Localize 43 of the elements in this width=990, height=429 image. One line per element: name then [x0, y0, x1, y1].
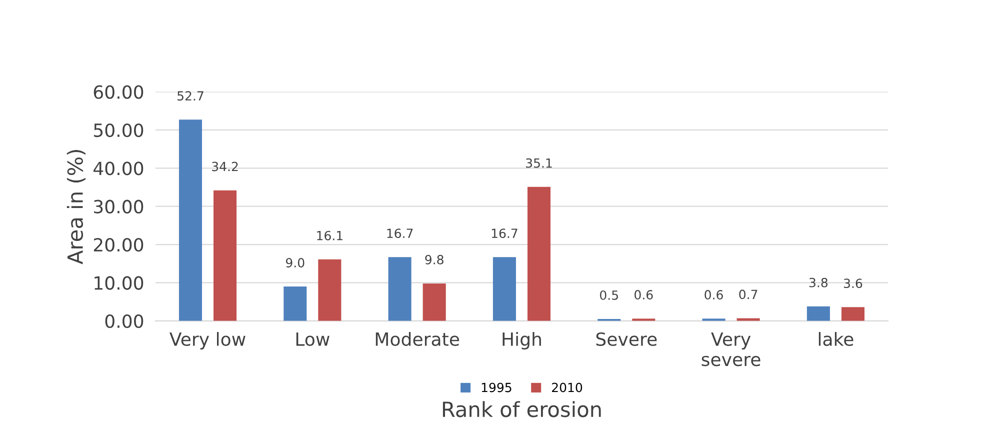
x-tick-label: Very low [170, 332, 246, 350]
x-tick-label: lake [818, 332, 854, 346]
data-label: 9.8 [425, 254, 444, 264]
data-label: 16.7 [492, 228, 518, 238]
y-tick-label: 50.00 [94, 123, 144, 138]
x-tick-label: Severe [596, 332, 657, 346]
data-label: 0.6 [704, 290, 723, 300]
x-tick-label: Moderate [376, 332, 460, 346]
x-axis-title: Rank of erosion [442, 401, 601, 418]
data-label: 0.5 [600, 290, 618, 300]
bar [492, 257, 516, 321]
y-tick-label: 40.00 [94, 162, 144, 176]
x-tick-label: Very severe [702, 332, 760, 366]
bar [841, 307, 864, 321]
data-label: 35.1 [526, 158, 552, 168]
legend-label: 2010 [552, 382, 582, 392]
bar [388, 257, 412, 321]
bar [284, 286, 307, 321]
data-label: 34.2 [212, 162, 238, 172]
y-tick-label: 10.00 [94, 276, 144, 290]
data-label: 16.7 [387, 228, 413, 238]
data-label: 0.6 [634, 290, 653, 300]
bar [527, 186, 551, 321]
y-tick-label: 60.00 [94, 85, 144, 99]
bar [318, 259, 342, 321]
data-label: 9.0 [286, 258, 304, 268]
bar [736, 318, 760, 321]
data-label: 3.6 [844, 278, 862, 288]
y-tick-label: 0.00 [105, 314, 144, 328]
data-label: 0.7 [739, 290, 758, 300]
data-label: 16.1 [317, 230, 342, 240]
legend-label: 1995 [482, 382, 512, 392]
bar [214, 190, 237, 321]
data-label: 52.7 [178, 91, 204, 101]
y-tick-label: 20.00 [94, 238, 144, 252]
y-tick-label: 30.00 [94, 200, 144, 214]
data-label: 3.8 [809, 278, 828, 288]
bar [422, 283, 446, 321]
bar [178, 120, 202, 321]
x-tick-label: High [502, 332, 541, 350]
bar [806, 306, 830, 321]
y-axis-title: Area in (%) [66, 150, 86, 264]
x-tick-label: Low [296, 332, 330, 346]
